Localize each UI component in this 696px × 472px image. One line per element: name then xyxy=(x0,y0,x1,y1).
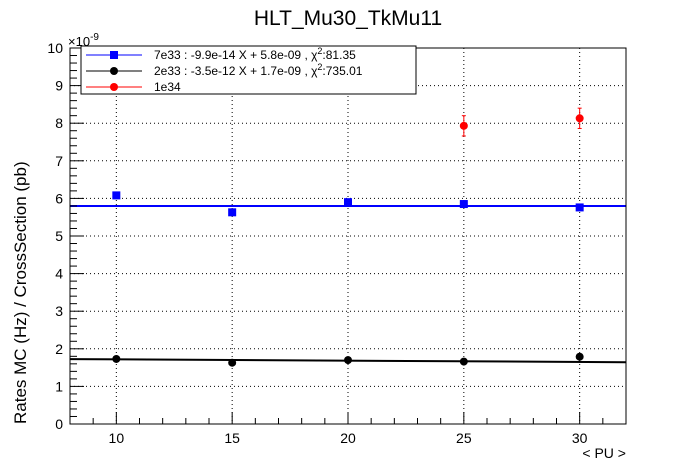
data-point xyxy=(228,358,237,367)
data-point xyxy=(575,203,584,212)
data-point xyxy=(228,208,237,217)
data-point xyxy=(344,198,352,207)
legend-marker xyxy=(110,67,118,75)
chart-title: HLT_Mu30_TkMu11 xyxy=(254,7,442,30)
legend-label-text: 2e33 : -3.5e-12 X + 1.7e-09 , χ xyxy=(154,64,318,78)
y-tick-label: 5 xyxy=(55,228,63,244)
legend-label-sup: 2 xyxy=(317,62,322,72)
legend-box xyxy=(80,45,417,95)
y-exponent-power: -9 xyxy=(90,32,99,43)
y-tick-label: 4 xyxy=(55,266,63,282)
legend-label-tail: :81.35 xyxy=(322,48,356,62)
data-markers xyxy=(112,107,584,367)
x-tick-label: 30 xyxy=(572,430,588,446)
legend-label: 2e33 : -3.5e-12 X + 1.7e-09 , χ2:735.01 xyxy=(154,62,363,78)
data-point xyxy=(112,354,121,363)
legend-marker xyxy=(110,51,118,59)
legend-label-sup: 2 xyxy=(317,46,322,56)
x-tick-label: 25 xyxy=(456,430,472,446)
grid xyxy=(70,48,626,424)
data-point xyxy=(575,114,584,123)
legend: 7e33 : -9.9e-14 X + 5.8e-09 , χ2:81.352e… xyxy=(80,45,417,95)
data-point xyxy=(344,356,352,365)
x-tick-label: 10 xyxy=(109,430,125,446)
y-tick-label: 10 xyxy=(47,40,63,56)
x-tick-label: 15 xyxy=(224,430,240,446)
legend-label-text: 7e33 : -9.9e-14 X + 5.8e-09 , χ xyxy=(154,48,318,62)
legend-label-text: 1e34 xyxy=(154,80,181,94)
y-axis: 0 1 2 3 4 5 6 7 8 9 10 xyxy=(47,40,84,432)
legend-marker xyxy=(110,83,118,91)
y-tick-label: 3 xyxy=(55,303,63,319)
data-point xyxy=(112,191,121,200)
y-tick-label: 6 xyxy=(55,190,63,206)
y-tick-label: 0 xyxy=(55,416,63,432)
legend-label: 7e33 : -9.9e-14 X + 5.8e-09 , χ2:81.35 xyxy=(154,46,356,62)
legend-items: 7e33 : -9.9e-14 X + 5.8e-09 , χ2:81.352e… xyxy=(86,46,363,94)
y-exponent-label: ×10-9 xyxy=(68,32,99,49)
x-tick-label: 20 xyxy=(340,430,356,446)
y-tick-label: 8 xyxy=(55,115,63,131)
data-point xyxy=(459,357,468,366)
data-point xyxy=(459,121,468,130)
legend-label: 1e34 xyxy=(154,80,181,94)
data-point xyxy=(575,352,584,361)
x-axis-label: < PU > xyxy=(582,445,626,461)
y-exponent-base: ×10 xyxy=(68,34,90,49)
y-tick-label: 1 xyxy=(55,378,63,394)
x-axis: 10 15 20 25 30 xyxy=(69,412,627,446)
legend-label-tail: :735.01 xyxy=(322,64,362,78)
data-point xyxy=(459,200,468,209)
y-tick-label: 2 xyxy=(55,341,63,357)
y-tick-label: 7 xyxy=(55,153,63,169)
y-tick-label: 9 xyxy=(55,78,63,94)
y-axis-label: Rates MC (Hz) / CrossSection (pb) xyxy=(11,161,30,424)
